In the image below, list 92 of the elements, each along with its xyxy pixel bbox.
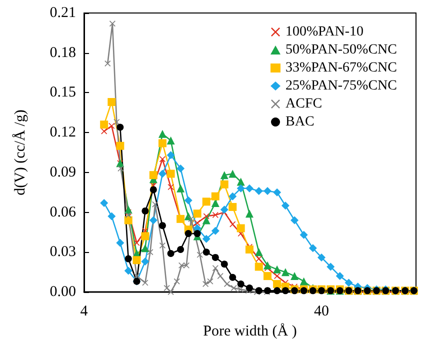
point <box>290 272 299 280</box>
point <box>264 187 272 196</box>
legend-label: ACFC <box>286 96 322 112</box>
x-axis-title: Pore width (Å ) <box>203 322 297 340</box>
point <box>228 202 237 211</box>
point <box>202 198 210 206</box>
point <box>254 262 263 271</box>
point <box>273 265 282 274</box>
point <box>290 216 299 224</box>
y-tick-label: 0.15 <box>50 84 76 101</box>
y-tick-label: 0.21 <box>50 5 76 21</box>
point <box>141 244 150 252</box>
point <box>177 246 184 253</box>
point <box>194 230 201 238</box>
point <box>212 212 218 218</box>
point <box>202 234 210 243</box>
point <box>255 287 262 294</box>
legend-label: 25%PAN-75%CNC <box>286 78 398 94</box>
point <box>300 230 308 239</box>
point <box>176 164 185 172</box>
y-axis-title: d(V) (cc/Å /g) <box>12 110 28 196</box>
point <box>132 256 141 264</box>
point <box>264 261 272 270</box>
point <box>237 280 244 288</box>
point <box>158 222 166 230</box>
point <box>236 224 245 232</box>
point <box>158 170 166 178</box>
point <box>273 280 282 288</box>
point <box>236 178 245 186</box>
point <box>228 170 237 178</box>
point <box>317 253 326 262</box>
point <box>274 287 281 294</box>
legend-label: 100%PAN-10 <box>286 24 364 40</box>
point <box>254 187 263 196</box>
point <box>149 171 158 180</box>
point <box>264 272 272 280</box>
y-tick-label: 0.12 <box>50 124 76 141</box>
y-tick-label: 0.06 <box>50 204 76 220</box>
point <box>236 184 245 192</box>
point <box>158 139 166 148</box>
point <box>220 171 228 180</box>
point <box>211 192 220 200</box>
point <box>166 170 175 178</box>
point <box>167 250 174 257</box>
point <box>211 226 220 235</box>
point <box>274 273 280 280</box>
point <box>114 118 120 125</box>
point <box>134 240 140 246</box>
point <box>202 216 210 224</box>
legend-label: 50%PAN-50%CNC <box>286 42 398 58</box>
point <box>166 151 175 160</box>
point <box>184 196 192 204</box>
point <box>220 260 228 268</box>
point <box>193 210 202 218</box>
point <box>150 186 157 194</box>
point <box>245 245 254 254</box>
point <box>220 180 228 188</box>
x-tick-label: 40 <box>314 304 329 320</box>
point <box>229 274 236 281</box>
point <box>282 287 289 294</box>
y-tick-label: 0.09 <box>50 164 76 180</box>
point <box>212 254 219 261</box>
y-tick-label: 0.18 <box>50 44 76 61</box>
legend-label: 33%PAN-67%CNC <box>286 60 398 76</box>
point <box>254 248 263 256</box>
point <box>184 230 192 238</box>
point <box>300 277 308 286</box>
point <box>228 192 237 200</box>
point <box>142 207 149 214</box>
point <box>344 278 353 287</box>
point <box>245 184 254 192</box>
point <box>158 130 166 138</box>
point <box>202 248 210 256</box>
point <box>273 188 282 196</box>
point <box>308 244 317 252</box>
point <box>220 206 228 214</box>
legend-label: BAC <box>286 114 314 130</box>
point <box>281 268 290 276</box>
point <box>176 184 185 192</box>
point <box>326 262 335 271</box>
point <box>281 202 290 210</box>
x-tick-label: 4 <box>80 304 88 320</box>
y-tick-label: 0.00 <box>50 284 76 300</box>
y-tick-label: 0.03 <box>50 244 76 260</box>
point <box>203 213 210 220</box>
point <box>166 136 175 145</box>
point <box>141 232 150 240</box>
point <box>336 272 344 280</box>
point <box>149 216 158 224</box>
point <box>245 210 254 218</box>
point <box>141 257 150 266</box>
point <box>246 284 253 292</box>
